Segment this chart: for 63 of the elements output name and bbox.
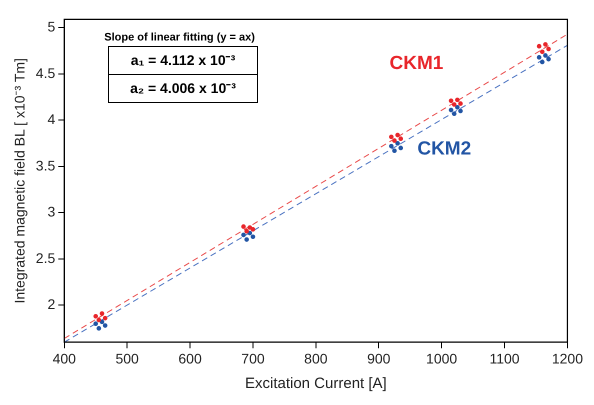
annotation: Slope of linear fitting (y = ax) — [104, 31, 256, 44]
point — [96, 318, 102, 322]
x-tick-label: 1000 — [426, 350, 458, 366]
series-label: CKM2 — [417, 138, 472, 160]
point — [250, 227, 256, 232]
point — [241, 224, 246, 229]
annotation: a₁ = 4.112 x 10⁻³ — [130, 51, 236, 70]
point — [93, 314, 98, 319]
point — [244, 237, 249, 242]
point — [96, 326, 102, 331]
point — [452, 111, 457, 116]
point — [546, 56, 551, 62]
y-tick-label: 2 — [47, 296, 56, 312]
point — [452, 102, 457, 107]
point — [250, 234, 256, 240]
point — [102, 316, 108, 320]
x-tick-label: 400 — [52, 350, 76, 366]
x-tick-label: 500 — [115, 350, 140, 366]
x-tick-label: 800 — [304, 350, 328, 366]
point — [395, 132, 400, 138]
x-tick-label: 900 — [367, 350, 391, 366]
x-tick-label: 1200 — [552, 350, 584, 366]
point — [455, 104, 460, 110]
x-tick-label: 1100 — [489, 350, 520, 366]
point — [100, 311, 104, 316]
point — [543, 53, 548, 58]
point — [392, 138, 397, 143]
point — [448, 98, 454, 104]
x-tick-label: 600 — [178, 350, 202, 366]
y-axis-title: Integrated magnetic field BL [ x10⁻³ Tm] — [11, 58, 28, 304]
point — [546, 46, 551, 52]
y-tick-label: 3.5 — [36, 157, 56, 174]
point — [244, 228, 249, 234]
annotation: a₂ = 4.006 x 10⁻³ — [109, 74, 257, 102]
y-tick-label: 5 — [47, 18, 56, 35]
point — [102, 323, 108, 328]
point — [398, 136, 404, 142]
point — [458, 101, 463, 106]
x-axis-title: Excitation Current [A] — [244, 375, 387, 392]
x-tick-label: 700 — [241, 350, 265, 366]
point — [241, 232, 246, 238]
point — [536, 55, 542, 60]
boxed-text-frame: a₁ = 4.112 x 10⁻³ a₂ = 4.006 x 10⁻³ — [108, 46, 258, 103]
y-tick-label: 4.5 — [36, 64, 56, 81]
y-tick-label: 2.5 — [36, 250, 56, 266]
point — [93, 321, 98, 326]
point — [455, 98, 460, 102]
point — [448, 108, 454, 112]
y-tick-label: 3 — [47, 204, 56, 220]
y-tick-label: 4 — [47, 111, 56, 128]
point — [100, 320, 104, 324]
point — [392, 148, 397, 154]
point — [395, 141, 400, 146]
point — [248, 225, 252, 230]
point — [540, 60, 545, 64]
point — [389, 144, 394, 148]
point — [389, 134, 394, 140]
point — [398, 146, 404, 150]
point — [540, 49, 545, 54]
point — [458, 108, 463, 114]
series-label: CKM1 — [390, 53, 444, 74]
point — [543, 42, 548, 47]
point — [536, 44, 542, 49]
